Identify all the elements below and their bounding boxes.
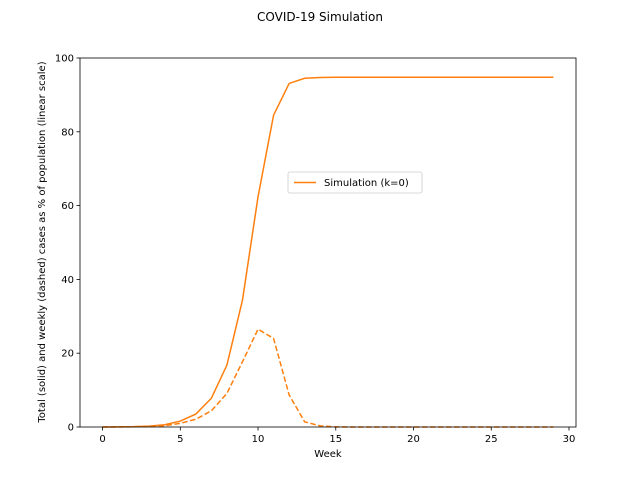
- y-tick-label: 20: [61, 349, 74, 360]
- y-axis-label: Total (solid) and weekly (dashed) cases …: [37, 61, 48, 423]
- chart-title: COVID-19 Simulation: [257, 10, 383, 24]
- legend: Simulation (k=0): [287, 171, 423, 194]
- series-line-dashed: [102, 328, 554, 428]
- y-tick-label: 0: [68, 423, 74, 434]
- x-tick-label: 5: [177, 434, 183, 445]
- x-tick-label: 25: [485, 434, 498, 445]
- y-tick-label: 80: [61, 127, 74, 138]
- y-tick-label: 100: [55, 54, 74, 65]
- y-tick-label: 40: [61, 275, 74, 286]
- legend-label: Simulation (k=0): [324, 178, 409, 189]
- series-line-solid: [102, 76, 554, 428]
- x-tick-label: 0: [99, 434, 105, 445]
- x-tick-label: 10: [252, 434, 265, 445]
- legend-box: [287, 171, 423, 194]
- x-tick-label: 15: [329, 434, 342, 445]
- x-tick-label: 20: [407, 434, 420, 445]
- plot-frame: [79, 57, 577, 428]
- y-tick-label: 60: [61, 201, 74, 212]
- x-tick-label: 30: [563, 434, 576, 445]
- x-axis-label: Week: [314, 449, 342, 460]
